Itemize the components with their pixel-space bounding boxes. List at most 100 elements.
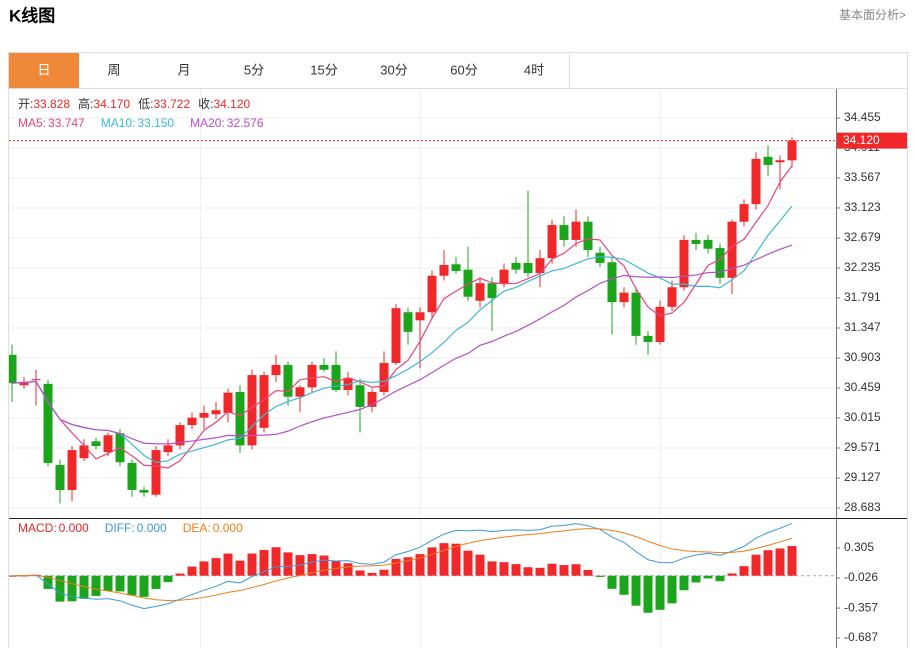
macd-bar [43, 575, 53, 589]
macd-bar [247, 553, 257, 576]
candle-body [79, 445, 89, 459]
tab-label: 30分 [380, 62, 407, 77]
candle-body [571, 221, 581, 240]
macd-bar [367, 572, 377, 576]
tab[interactable]: 5分 [219, 53, 290, 88]
candle-body [67, 450, 77, 490]
candle-body [55, 464, 65, 490]
candle-body [463, 269, 473, 297]
candle-body [43, 383, 53, 463]
candle-body [547, 225, 557, 259]
legend-value: 33.150 [137, 116, 174, 130]
candle-body [523, 262, 533, 274]
macd-bar [379, 569, 389, 576]
tab-label: 5分 [244, 62, 264, 77]
macd-bar [151, 575, 161, 589]
y-tick-label: 33.123 [844, 200, 881, 214]
tab-label: 周 [107, 62, 120, 77]
candle-body [367, 391, 377, 407]
tab[interactable]: 30分 [359, 53, 430, 88]
candle-body [211, 410, 221, 415]
y-tick-label: -0.026 [844, 570, 878, 584]
y-tick-label: 29.127 [844, 470, 881, 484]
macd-bar [583, 569, 593, 576]
macd-bar [775, 548, 785, 576]
candle-body [655, 306, 665, 342]
tab[interactable]: 日 [9, 53, 80, 88]
macd-bar [451, 543, 461, 576]
candle-body [91, 441, 101, 447]
macd-bar [187, 566, 197, 576]
macd-bar [655, 575, 665, 610]
macd-bar [679, 575, 689, 591]
legend-name: MA10: [101, 116, 136, 130]
candle-body [511, 262, 521, 270]
legend: MA5: 33.747 MA10: 33.150 MA20: 32.576 [18, 116, 264, 130]
candle-body [403, 312, 413, 332]
candle-body [199, 412, 209, 418]
y-tick-label: 32.235 [844, 260, 881, 274]
candle-body [415, 312, 425, 321]
tab[interactable]: 月 [149, 53, 220, 88]
last-price-label: 34.120 [843, 133, 880, 147]
tab[interactable]: 4时 [499, 53, 570, 88]
candle-body [319, 364, 329, 370]
macd-bar [343, 563, 353, 576]
candle-body [487, 283, 497, 299]
macd-bar [499, 562, 509, 576]
macd-bar [715, 575, 725, 582]
legend-value: 33.722 [153, 97, 190, 111]
macd-bar [475, 554, 485, 576]
macd-bar [391, 558, 401, 576]
macd-bar [427, 547, 437, 576]
candle-body [331, 364, 341, 390]
candle-body [619, 292, 629, 303]
y-tick-label: 29.571 [844, 440, 881, 454]
candle-body [127, 462, 137, 490]
candle-body [175, 425, 185, 446]
candle-body [259, 375, 269, 428]
candle-body [247, 375, 257, 446]
candle-body [739, 204, 749, 222]
y-tick-label: 0.305 [844, 540, 874, 554]
ma-line [11, 165, 793, 469]
tab-bg [289, 53, 359, 88]
candle-body [139, 489, 149, 493]
candle-body [787, 140, 797, 161]
legend-name: 高: [78, 96, 93, 111]
macd-bar [667, 575, 677, 604]
macd-bar [559, 565, 569, 576]
tab[interactable]: 15分 [289, 53, 360, 88]
macd-bar [415, 554, 425, 576]
legend-value: 0.000 [213, 521, 243, 535]
macd-bar [643, 575, 653, 613]
candle-body [379, 362, 389, 392]
macd-bar [523, 567, 533, 576]
tab[interactable]: 60分 [429, 53, 500, 88]
header-link[interactable]: 基本面分析> [839, 8, 906, 22]
legend-value: 33.747 [48, 116, 85, 130]
candle-body [19, 381, 29, 386]
candle-body [355, 385, 365, 407]
macd-bar [67, 575, 77, 602]
candle-body [151, 450, 161, 495]
candle-body [703, 239, 713, 249]
y-tick-label: 34.455 [844, 110, 881, 124]
legend-name: MA20: [190, 116, 225, 130]
legend-value: 33.828 [33, 97, 70, 111]
macd-bar [319, 555, 329, 576]
legend-value: 34.170 [93, 97, 130, 111]
macd-bar [175, 573, 185, 576]
legend-name: 收: [198, 97, 213, 111]
candle-body [535, 258, 545, 274]
y-tick-label: 31.791 [844, 290, 881, 304]
ma-line [11, 244, 793, 445]
macd-bar [283, 552, 293, 576]
macd-bar [307, 554, 317, 576]
tab[interactable]: 周 [79, 53, 150, 88]
legend-name: 开: [18, 97, 33, 111]
dea-line [11, 528, 793, 602]
